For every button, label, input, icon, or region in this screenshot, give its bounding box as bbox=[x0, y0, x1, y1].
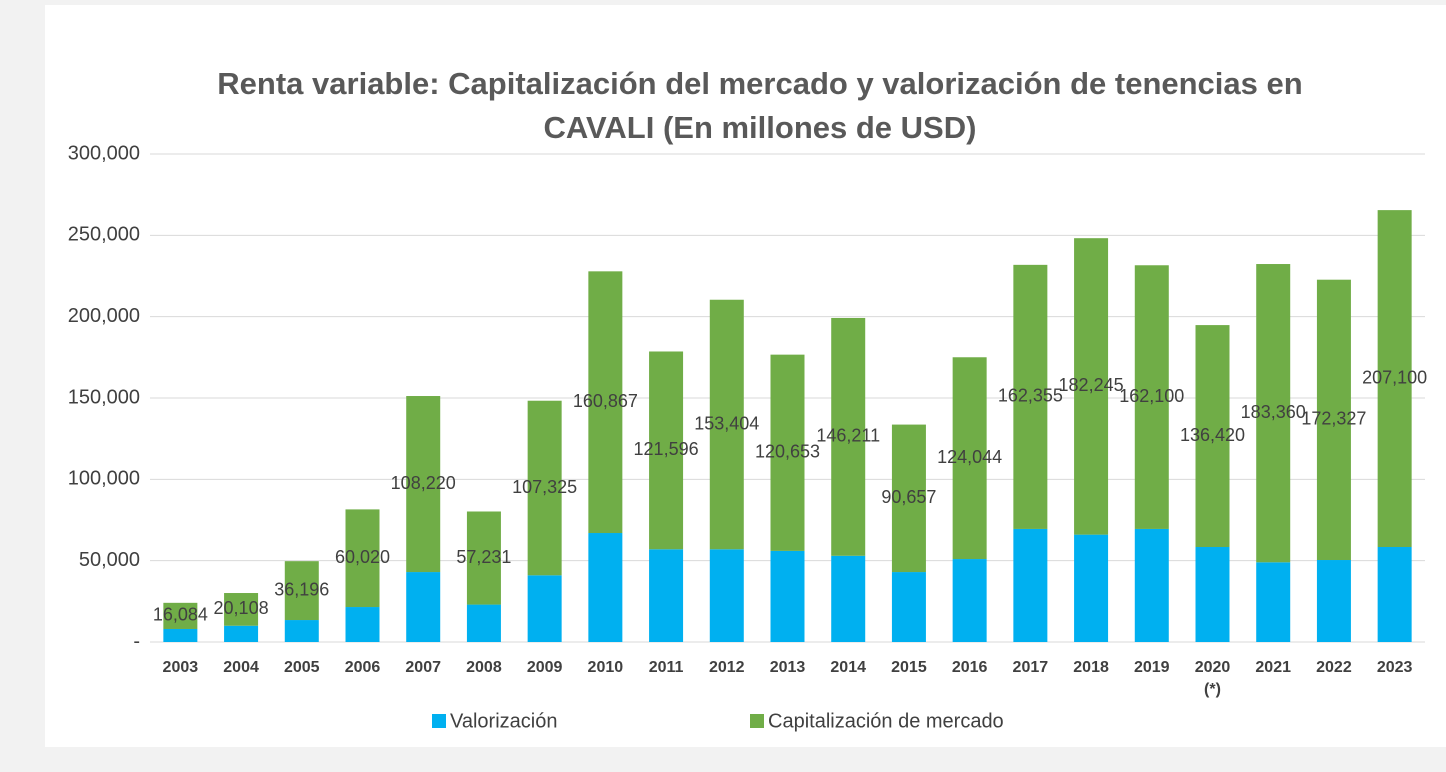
x-tick-label: 2005 bbox=[284, 659, 320, 676]
bar-segment bbox=[649, 351, 684, 550]
y-tick-label: 100,000 bbox=[68, 468, 140, 490]
x-tick-label: 2006 bbox=[345, 659, 381, 676]
bar-segment bbox=[1256, 562, 1291, 642]
bar-segment bbox=[1134, 528, 1169, 642]
bar-segment bbox=[1195, 547, 1230, 642]
x-tick-label: 2017 bbox=[1013, 659, 1049, 676]
x-tick-label: 2011 bbox=[649, 659, 684, 676]
bar-segment bbox=[1316, 279, 1351, 561]
y-tick-label: 250,000 bbox=[68, 224, 140, 246]
bar-segment bbox=[952, 559, 987, 642]
bar-segment bbox=[284, 620, 319, 642]
bar-segment bbox=[1256, 264, 1291, 563]
data-label: 90,657 bbox=[881, 487, 936, 507]
bar-segment bbox=[1074, 534, 1109, 642]
bar-segment bbox=[1377, 547, 1412, 642]
bar-segment bbox=[952, 357, 987, 560]
bar-segment bbox=[1377, 210, 1412, 548]
y-tick-label: 50,000 bbox=[79, 549, 140, 571]
bar-segment bbox=[891, 424, 926, 573]
x-tick-label: 2020 (*) bbox=[1195, 659, 1231, 698]
data-label: 36,196 bbox=[274, 579, 329, 599]
y-tick-label: 300,000 bbox=[68, 142, 140, 164]
data-label: 160,867 bbox=[573, 391, 638, 411]
x-tick-label: 2010 bbox=[588, 659, 624, 676]
bar-segment bbox=[406, 396, 441, 573]
bar-segment bbox=[163, 602, 198, 629]
bar-segment bbox=[466, 511, 501, 605]
bar-segment bbox=[1195, 325, 1230, 548]
bar-segment bbox=[709, 299, 744, 550]
bar-segment bbox=[224, 625, 259, 642]
bar-segment bbox=[891, 572, 926, 642]
data-label: 136,420 bbox=[1180, 425, 1245, 445]
data-label: 108,220 bbox=[391, 473, 456, 493]
y-tick-label: 200,000 bbox=[68, 305, 140, 327]
data-label: 124,044 bbox=[937, 447, 1002, 467]
x-tick-label: 2004 bbox=[223, 659, 259, 676]
legend-swatch bbox=[432, 714, 446, 728]
data-label: 153,404 bbox=[694, 413, 759, 433]
data-label: 162,355 bbox=[998, 386, 1063, 406]
chart-title: Renta variable: Capitalización del merca… bbox=[217, 66, 1303, 145]
legend-swatch bbox=[750, 714, 764, 728]
data-label: 207,100 bbox=[1362, 367, 1427, 387]
bar-segment bbox=[345, 509, 380, 608]
bar-segment bbox=[649, 549, 684, 642]
bar-segment bbox=[770, 354, 805, 551]
data-label: 57,231 bbox=[456, 547, 511, 567]
x-tick-label: 2013 bbox=[770, 659, 806, 676]
y-tick-label: 150,000 bbox=[68, 386, 140, 408]
x-tick-label: 2016 bbox=[952, 659, 988, 676]
data-label: 107,325 bbox=[512, 477, 577, 497]
x-tick-label: 2023 bbox=[1377, 659, 1413, 676]
data-label: 20,108 bbox=[214, 598, 269, 618]
data-label: 146,211 bbox=[816, 426, 880, 446]
data-label: 183,360 bbox=[1241, 402, 1306, 422]
bar-segment bbox=[588, 271, 623, 534]
data-label: 60,020 bbox=[335, 547, 390, 567]
bar-segment bbox=[1316, 560, 1351, 642]
bar-segment bbox=[224, 593, 259, 626]
data-label: 120,653 bbox=[755, 442, 820, 462]
bar-segment bbox=[1013, 528, 1048, 642]
bar-segment bbox=[163, 628, 198, 642]
bar-segment bbox=[527, 575, 562, 642]
x-tick-label: 2021 bbox=[1255, 659, 1291, 676]
bar-segment bbox=[831, 555, 866, 642]
y-tick-label: - bbox=[133, 630, 140, 652]
x-tick-label: 2019 bbox=[1134, 659, 1170, 676]
bar-segment bbox=[406, 572, 441, 642]
x-tick-label: 2007 bbox=[405, 659, 441, 676]
bar-segment bbox=[1134, 265, 1169, 529]
data-label: 172,327 bbox=[1301, 409, 1366, 429]
data-label: 121,596 bbox=[634, 439, 699, 459]
x-tick-label: 2008 bbox=[466, 659, 502, 676]
bar-segment bbox=[284, 561, 319, 621]
bar-segment bbox=[527, 400, 562, 576]
bar-segment bbox=[1074, 238, 1109, 535]
bar-segment bbox=[831, 317, 866, 556]
bar-segment bbox=[345, 607, 380, 642]
x-tick-label: 2012 bbox=[709, 659, 745, 676]
bar-segment bbox=[466, 604, 501, 642]
legend-label: Capitalización de mercado bbox=[768, 710, 1004, 732]
x-tick-label: 2015 bbox=[891, 659, 927, 676]
x-tick-label: 2018 bbox=[1073, 659, 1109, 676]
legend-label: Valorización bbox=[450, 710, 557, 732]
x-tick-label: 2022 bbox=[1316, 659, 1352, 676]
bar-segment bbox=[709, 549, 744, 642]
data-label: 182,245 bbox=[1059, 375, 1124, 395]
data-label: 16,084 bbox=[153, 605, 208, 625]
x-tick-label: 2003 bbox=[163, 659, 199, 676]
x-tick-label: 2014 bbox=[830, 659, 866, 676]
x-tick-label: 2009 bbox=[527, 659, 563, 676]
bar-segment bbox=[770, 550, 805, 642]
data-label: 162,100 bbox=[1119, 386, 1184, 406]
bar-segment bbox=[588, 533, 623, 642]
bar-segment bbox=[1013, 264, 1048, 529]
